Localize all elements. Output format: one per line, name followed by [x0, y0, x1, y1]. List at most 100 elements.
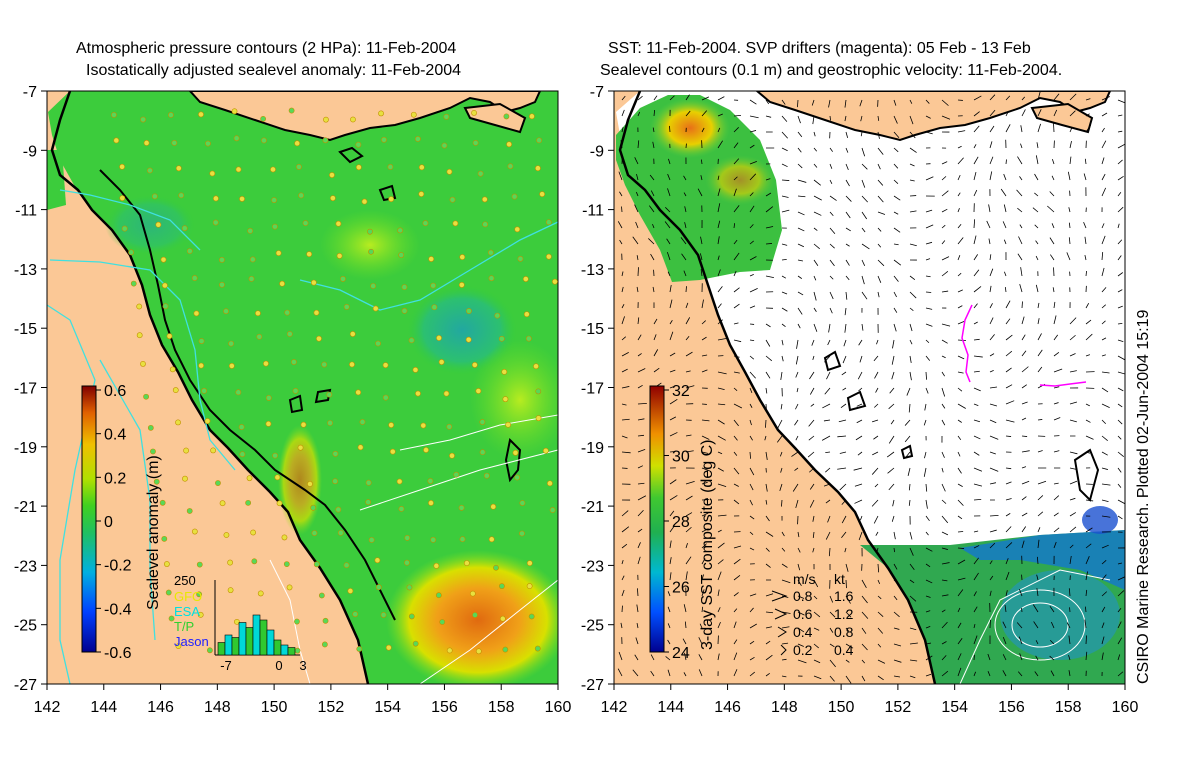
velocity-vector: [1069, 544, 1074, 549]
velocity-vector: [1037, 91, 1041, 101]
track-dot: [212, 219, 219, 226]
velocity-vector: [700, 175, 703, 181]
left-colorbar-label: Sealevel anomaly (m): [145, 455, 162, 610]
x-tick-label: 144: [657, 699, 684, 716]
track-dot: [307, 481, 313, 487]
track-dot: [298, 192, 305, 199]
velocity-vector: [941, 562, 950, 565]
velocity-vector: [1069, 451, 1078, 455]
velocity-vector: [886, 451, 895, 458]
left-warm-eddy: [386, 550, 558, 684]
velocity-vector: [749, 547, 755, 551]
track-dot: [271, 197, 277, 204]
velocity-vector: [1053, 352, 1060, 357]
velocity-vector: [685, 94, 690, 101]
track-dot: [418, 191, 425, 197]
velocity-vector: [717, 303, 722, 309]
velocity-vector: [717, 435, 726, 441]
velocity-vector: [1021, 496, 1027, 501]
velocity-vector: [749, 160, 757, 165]
velocity-vector: [893, 323, 897, 332]
velocity-vector: [733, 322, 739, 325]
velocity-vector: [941, 547, 948, 550]
right-island-east: [1030, 102, 1094, 134]
velocity-vector: [1069, 555, 1072, 565]
velocity-vector: [701, 354, 708, 357]
velocity-vector: [813, 131, 816, 137]
velocity-vector: [893, 115, 898, 124]
track-dot: [465, 336, 472, 343]
track-dot: [272, 452, 279, 459]
velocity-vector: [749, 192, 754, 197]
velocity-vector: [635, 637, 639, 645]
velocity-vector: [637, 95, 643, 101]
velocity-vector: [749, 387, 753, 394]
velocity-vector: [1035, 240, 1039, 245]
velocity-vector: [989, 141, 993, 149]
velocity-vector: [684, 652, 687, 661]
velocity-vector: [669, 320, 673, 325]
velocity-vector: [664, 221, 671, 229]
track-dot: [505, 421, 512, 428]
velocity-vector: [893, 627, 900, 630]
velocity-vector: [1068, 655, 1071, 661]
track-dot: [547, 480, 553, 487]
track-dot: [433, 562, 440, 569]
velocity-vector: [812, 515, 815, 522]
velocity-vector: [858, 387, 863, 392]
track-dot: [412, 366, 419, 373]
velocity-vector: [1101, 419, 1106, 425]
track-dot: [121, 225, 128, 232]
track-dot: [404, 559, 410, 566]
velocity-vector: [1021, 96, 1026, 101]
track-dot: [171, 139, 178, 146]
track-dot: [488, 536, 495, 543]
velocity-vector: [717, 387, 725, 391]
velocity-vector: [637, 334, 642, 341]
track-dot: [361, 198, 368, 205]
velocity-vector: [877, 243, 882, 248]
track-dot: [162, 303, 169, 310]
velocity-vector: [781, 195, 789, 198]
velocity-vector: [840, 403, 847, 409]
velocity-vector: [858, 531, 863, 541]
track-dot: [256, 333, 263, 340]
velocity-vector: [621, 109, 625, 117]
velocity-vector: [813, 163, 818, 168]
track-dot: [215, 480, 221, 486]
track-dot: [343, 562, 350, 569]
velocity-vector: [1085, 419, 1091, 423]
velocity-vector: [861, 211, 868, 220]
velocity-vector: [653, 367, 660, 373]
velocity-vector: [1085, 354, 1091, 357]
velocity-vector: [1034, 671, 1039, 677]
x-tick-label: 146: [714, 699, 741, 716]
velocity-vector: [1101, 636, 1105, 645]
velocity-vector: [1117, 239, 1123, 245]
velocity-vector: [941, 451, 945, 458]
y-tick-label: -13: [581, 262, 604, 279]
velocity-vector: [1005, 590, 1008, 597]
velocity-vector: [701, 435, 710, 440]
velocity-vector: [669, 369, 676, 373]
velocity-vector: [684, 222, 687, 229]
velocity-vector: [857, 371, 863, 380]
velocity-vector: [809, 467, 815, 473]
velocity-vector: [925, 258, 931, 261]
track-dot: [498, 583, 505, 590]
velocity-vector: [841, 371, 847, 376]
velocity-vector: [701, 110, 708, 117]
velocity-vector: [733, 303, 740, 309]
velocity-vector: [717, 269, 721, 277]
track-dot: [168, 112, 174, 118]
velocity-vector: [845, 643, 854, 649]
velocity-vector: [973, 171, 977, 181]
velocity-vector: [845, 195, 852, 202]
right-x-axis: 142 144 146 148 150 152 154 156 158 160: [601, 684, 1138, 716]
velocity-vector: [1069, 93, 1077, 101]
velocity-vector: [823, 483, 831, 487]
velocity-vector: [941, 670, 949, 677]
velocity-vector: [765, 563, 771, 568]
velocity-vector: [1085, 435, 1094, 440]
velocity-vector: [925, 655, 933, 661]
